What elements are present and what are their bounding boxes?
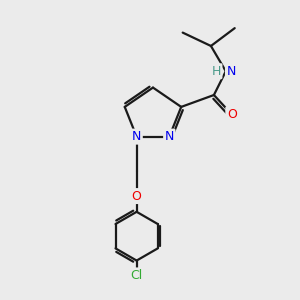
Text: H: H (212, 65, 221, 78)
Text: N: N (132, 130, 141, 143)
Text: O: O (132, 190, 142, 202)
Text: N: N (165, 130, 174, 143)
Text: O: O (227, 108, 237, 121)
Text: N: N (226, 65, 236, 78)
Text: Cl: Cl (130, 269, 143, 282)
